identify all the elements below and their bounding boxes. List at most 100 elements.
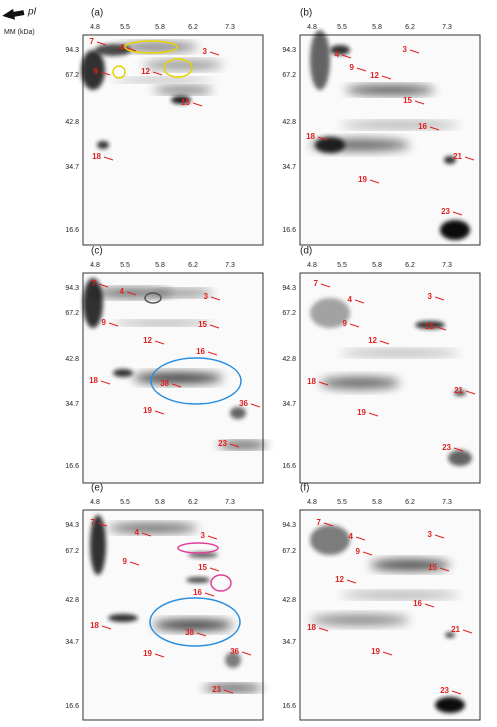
spot-arrow <box>204 592 215 597</box>
gel-spot <box>310 298 350 328</box>
spot-label: 23 <box>218 439 227 448</box>
spot-arrow <box>355 536 366 541</box>
gel-spot <box>370 560 450 570</box>
gel-spot <box>340 350 460 356</box>
spot-arrow <box>453 447 464 452</box>
spot-label: 4 <box>135 528 140 537</box>
mm-tick-label: 94.3 <box>282 285 296 292</box>
pi-tick-label: 6.2 <box>188 499 198 506</box>
spot-arrow <box>241 651 252 656</box>
gel-spot <box>108 524 198 532</box>
pi-tick-label: 7.3 <box>442 262 452 269</box>
pi-tick-label: 4.8 <box>307 499 317 506</box>
spot-label: 3 <box>201 531 206 540</box>
spot-label: 4 <box>120 287 125 296</box>
spot-label: 23 <box>212 685 221 694</box>
pi-tick-label: 5.5 <box>337 24 347 31</box>
pi-label: pI <box>27 7 37 18</box>
spot-label: 3 <box>203 47 208 56</box>
spot-label: 38 <box>160 379 169 388</box>
mm-tick-label: 16.6 <box>65 703 79 710</box>
pi-tick-label: 5.8 <box>155 24 165 31</box>
spot-label: 3 <box>428 292 433 301</box>
gel-spot <box>153 620 233 630</box>
spot-label: 4 <box>349 532 354 541</box>
mm-tick-label: 94.3 <box>65 47 79 54</box>
pi-tick-label: 7.3 <box>442 499 452 506</box>
pi-tick-label: 4.8 <box>307 24 317 31</box>
spot-label: 23 <box>441 207 450 216</box>
spot-arrow <box>462 629 473 634</box>
spot-arrow <box>210 296 221 301</box>
spot-label: 21 <box>453 152 462 161</box>
spot-arrow <box>154 653 165 658</box>
mm-tick-label: 16.6 <box>282 227 296 234</box>
spot-arrow <box>436 326 447 331</box>
gel-spot <box>113 78 213 82</box>
pi-tick-label: 5.8 <box>372 262 382 269</box>
gel-spot <box>320 377 400 389</box>
panel: (a) 4.8 5.5 5.8 6.2 7.3 94.3 67.2 42.8 34.7 16.6 7 4… <box>65 8 264 246</box>
gel-spot <box>454 390 466 396</box>
spot-arrow <box>101 625 112 630</box>
highlight-ring <box>177 542 219 554</box>
mm-tick-label: 16.6 <box>65 227 79 234</box>
pi-arrow <box>2 8 25 20</box>
spot-arrow <box>207 351 218 356</box>
spot-label: 7 <box>90 37 95 46</box>
gel-spot <box>440 220 470 240</box>
spot-label: 7 <box>314 279 319 288</box>
pi-tick-label: 7.3 <box>225 262 235 269</box>
gel-spot <box>340 592 460 598</box>
panel: (d) 4.8 5.5 5.8 6.2 7.3 94.3 67.2 42.8 34.7 16.6 7 4… <box>282 246 481 484</box>
gel-spot <box>310 615 410 625</box>
spot-arrow <box>103 156 114 161</box>
spot-arrow <box>346 579 357 584</box>
spot-label: 21 <box>451 625 460 634</box>
spot-label: 18 <box>306 132 315 141</box>
mm-tick-label: 94.3 <box>282 47 296 54</box>
spot-arrow <box>409 49 420 54</box>
mm-tick-label: 16.6 <box>282 463 296 470</box>
spot-label: 3 <box>428 530 433 539</box>
spot-label: 15 <box>425 322 434 331</box>
spot-label: 15 <box>403 96 412 105</box>
spot-label: 15 <box>181 98 190 107</box>
spot-label: 9 <box>350 63 355 72</box>
gel-spot <box>118 43 198 51</box>
spot-label: 9 <box>356 547 361 556</box>
spot-arrow <box>100 380 111 385</box>
gel-spot <box>153 290 213 296</box>
mm-tick-label: 34.7 <box>65 639 79 646</box>
spot-label: 16 <box>418 122 427 131</box>
gel-spot <box>186 577 210 583</box>
spot-label: 16 <box>413 599 422 608</box>
gel-spot <box>330 45 350 55</box>
spot-arrow <box>97 522 108 527</box>
pi-tick-label: 6.2 <box>405 24 415 31</box>
spot-label: 15 <box>428 563 437 572</box>
pi-tick-label: 7.3 <box>225 24 235 31</box>
spot-label: 12 <box>143 336 152 345</box>
spot-label: 7 <box>92 279 97 288</box>
pi-tick-label: 5.5 <box>120 499 130 506</box>
pi-tick-label: 5.8 <box>372 24 382 31</box>
spot-label: 12 <box>141 67 150 76</box>
gel-spot <box>445 632 455 638</box>
pi-tick-label: 4.8 <box>90 499 100 506</box>
spot-arrow <box>96 41 107 46</box>
highlight-ring <box>150 357 242 405</box>
spot-arrow <box>451 690 462 695</box>
spot-label: 3 <box>403 45 408 54</box>
pi-tick-label: 6.2 <box>405 262 415 269</box>
spot-arrow <box>464 156 475 161</box>
spot-label: 4 <box>348 295 353 304</box>
spot-arrow <box>434 296 445 301</box>
gel-spot <box>90 515 106 575</box>
spot-label: 23 <box>440 686 449 695</box>
spot-arrow <box>439 567 450 572</box>
spot-label: 15 <box>198 320 207 329</box>
panel-label: (d) <box>300 246 312 257</box>
pi-tick-label: 7.3 <box>225 499 235 506</box>
